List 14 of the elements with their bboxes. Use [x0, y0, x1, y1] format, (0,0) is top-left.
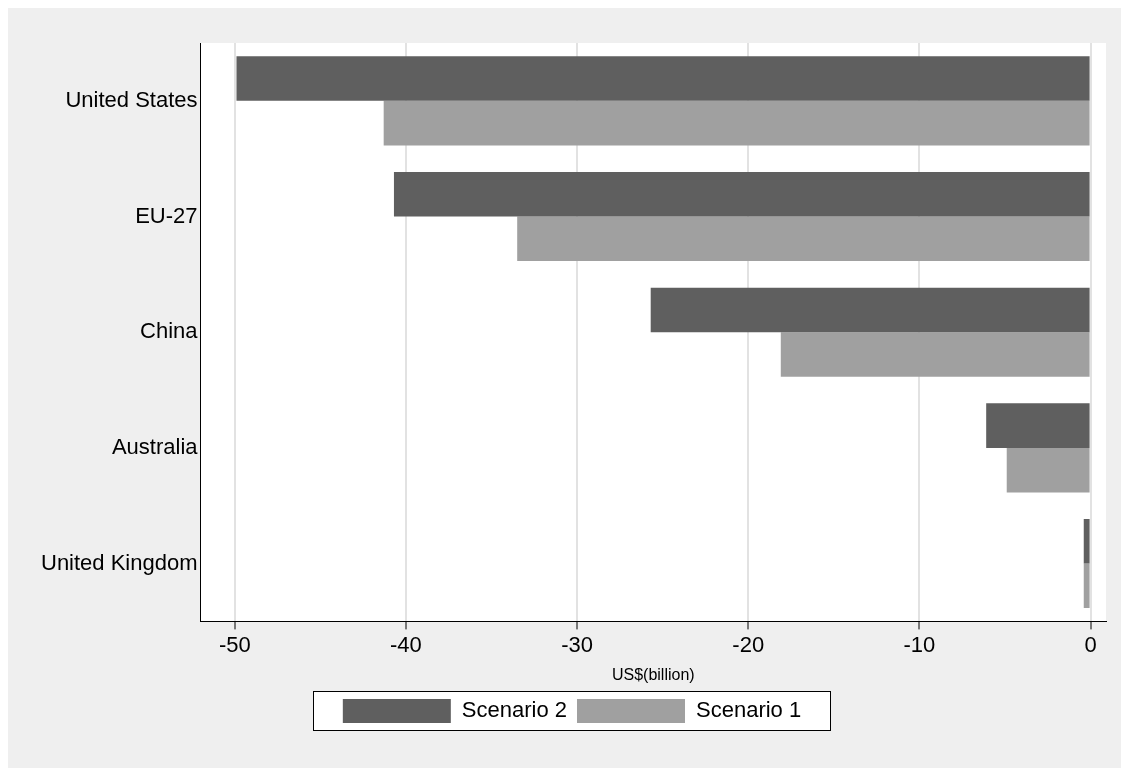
y-tick-label: Australia: [111, 433, 199, 459]
x-tick-label: -30: [561, 631, 593, 657]
legend-label: Scenario 2: [461, 697, 568, 723]
x-tick-label: -10: [903, 631, 936, 657]
x-tick-label: -50: [218, 631, 251, 657]
x-tick-label: -40: [390, 631, 422, 657]
legend-label: Scenario 1: [696, 697, 802, 723]
x-axis-title: US$(billion): [611, 665, 695, 683]
y-tick-label: United States: [65, 86, 198, 112]
y-tick-label: China: [140, 318, 199, 344]
y-tick-label: United Kingdom: [40, 549, 198, 575]
y-tick-label: EU-27: [135, 202, 198, 228]
x-tick-label: -20: [732, 631, 765, 657]
x-tick-label: 0: [1084, 631, 1097, 657]
